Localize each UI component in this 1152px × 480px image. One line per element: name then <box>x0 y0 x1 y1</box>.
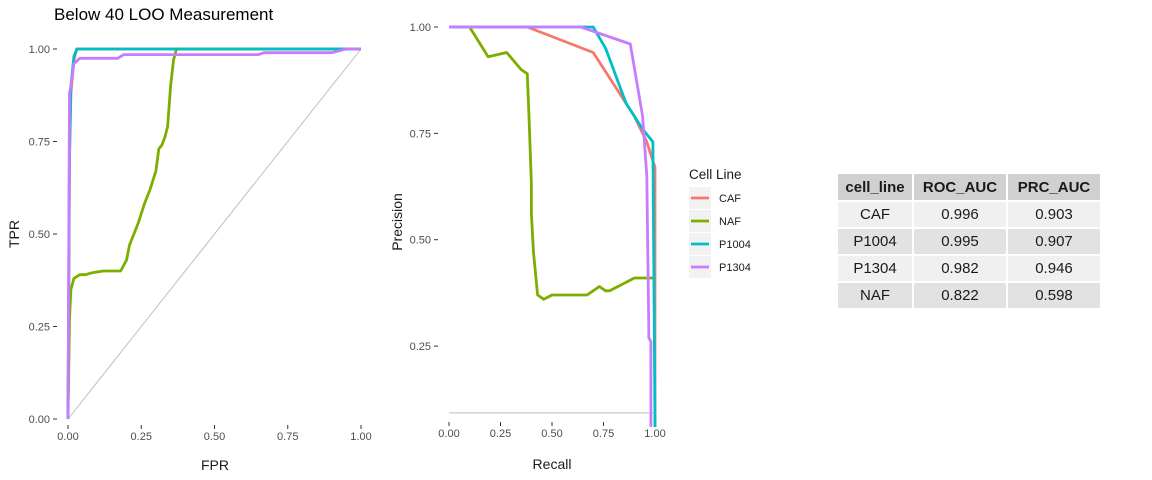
roc-series-naf <box>66 47 361 420</box>
roc-y-tick-label: 0.25 <box>29 322 50 334</box>
roc-series-group <box>66 47 361 420</box>
roc-plot: 0.00 0.25 0.50 0.75 1.00 0.00 0.25 0.50 0.75 1.00… <box>6 44 372 473</box>
legend-label-p1304: P1304 <box>719 262 751 274</box>
table-row: P1304 0.982 0.946 <box>836 254 1102 283</box>
prc-x-tick-label: 1.00 <box>644 428 665 440</box>
prc-series-group <box>449 25 657 427</box>
table-cell: 0.982 <box>912 254 1008 283</box>
roc-x-tick-label: 0.00 <box>57 431 78 443</box>
table-cell: P1304 <box>836 254 914 283</box>
roc-axes: 0.00 0.25 0.50 0.75 1.00 0.00 0.25 0.50 0.75 1.00 <box>29 44 372 443</box>
table-row: CAF 0.996 0.903 <box>836 200 1102 229</box>
auc-table-header-row: cell_line ROC_AUC PRC_AUC <box>836 172 1102 202</box>
table-cell: NAF <box>836 281 914 310</box>
roc-x-tick-label: 0.50 <box>204 431 225 443</box>
roc-y-tick-label: 1.00 <box>29 44 50 56</box>
roc-x-tick-label: 0.75 <box>277 431 298 443</box>
legend-label-caf: CAF <box>719 193 741 205</box>
prc-y-axis-title: Precision <box>389 193 405 251</box>
legend-label-naf: NAF <box>719 216 741 228</box>
table-cell: CAF <box>836 200 914 229</box>
table-cell: 0.907 <box>1006 227 1102 256</box>
prc-plot: 0.00 0.25 0.50 0.75 1.00 0.25 0.50 0.75 1.00 Rec… <box>389 22 666 472</box>
roc-plot-title: Below 40 LOO Measurement <box>54 5 273 24</box>
prc-x-tick-label: 0.75 <box>593 428 614 440</box>
prc-x-axis-title: Recall <box>533 456 572 472</box>
roc-x-tick-label: 0.25 <box>131 431 152 443</box>
prc-series-caf <box>449 25 657 427</box>
legend-title: Cell Line <box>689 167 742 182</box>
prc-y-tick-label: 0.50 <box>410 235 431 247</box>
roc-reference-line <box>67 48 362 420</box>
table-row: P1004 0.995 0.907 <box>836 227 1102 256</box>
table-cell: 0.598 <box>1006 281 1102 310</box>
auc-table-header-roc-auc: ROC_AUC <box>912 172 1008 202</box>
table-cell: 0.822 <box>912 281 1008 310</box>
roc-x-tick-label: 1.00 <box>350 431 371 443</box>
table-cell: P1004 <box>836 227 914 256</box>
roc-y-tick-label: 0.00 <box>29 414 50 426</box>
legend-items: CAF NAF P1004 P1304 <box>689 187 751 278</box>
auc-table-header-cell-line: cell_line <box>836 172 914 202</box>
table-cell: 0.946 <box>1006 254 1102 283</box>
prc-series-p1304 <box>449 25 653 427</box>
prc-y-tick-label: 1.00 <box>410 22 431 34</box>
prc-y-tick-label: 0.25 <box>410 341 431 353</box>
roc-y-tick-label: 0.75 <box>29 137 50 149</box>
prc-series-p1004 <box>449 25 657 427</box>
prc-x-tick-label: 0.50 <box>541 428 562 440</box>
legend: Cell Line CAF NAF P1004 P1304 <box>689 167 751 278</box>
auc-table-header-prc-auc: PRC_AUC <box>1006 172 1102 202</box>
table-cell: 0.903 <box>1006 200 1102 229</box>
legend-label-p1004: P1004 <box>719 239 751 251</box>
auc-table: cell_line ROC_AUC PRC_AUC CAF 0.996 0.90… <box>836 172 1102 310</box>
roc-x-axis-title: FPR <box>201 457 229 473</box>
prc-y-tick-label: 0.75 <box>410 128 431 140</box>
table-cell: 0.995 <box>912 227 1008 256</box>
prc-axes: 0.00 0.25 0.50 0.75 1.00 0.25 0.50 0.75 1.00 <box>410 22 666 440</box>
roc-y-tick-label: 0.50 <box>29 229 50 241</box>
prc-x-tick-label: 0.00 <box>438 428 459 440</box>
prc-x-tick-label: 0.25 <box>490 428 511 440</box>
table-cell: 0.996 <box>912 200 1008 229</box>
table-row: NAF 0.822 0.598 <box>836 281 1102 310</box>
prc-series-naf <box>449 25 653 301</box>
roc-series-p1304 <box>66 47 361 420</box>
roc-y-axis-title: TPR <box>6 220 22 248</box>
